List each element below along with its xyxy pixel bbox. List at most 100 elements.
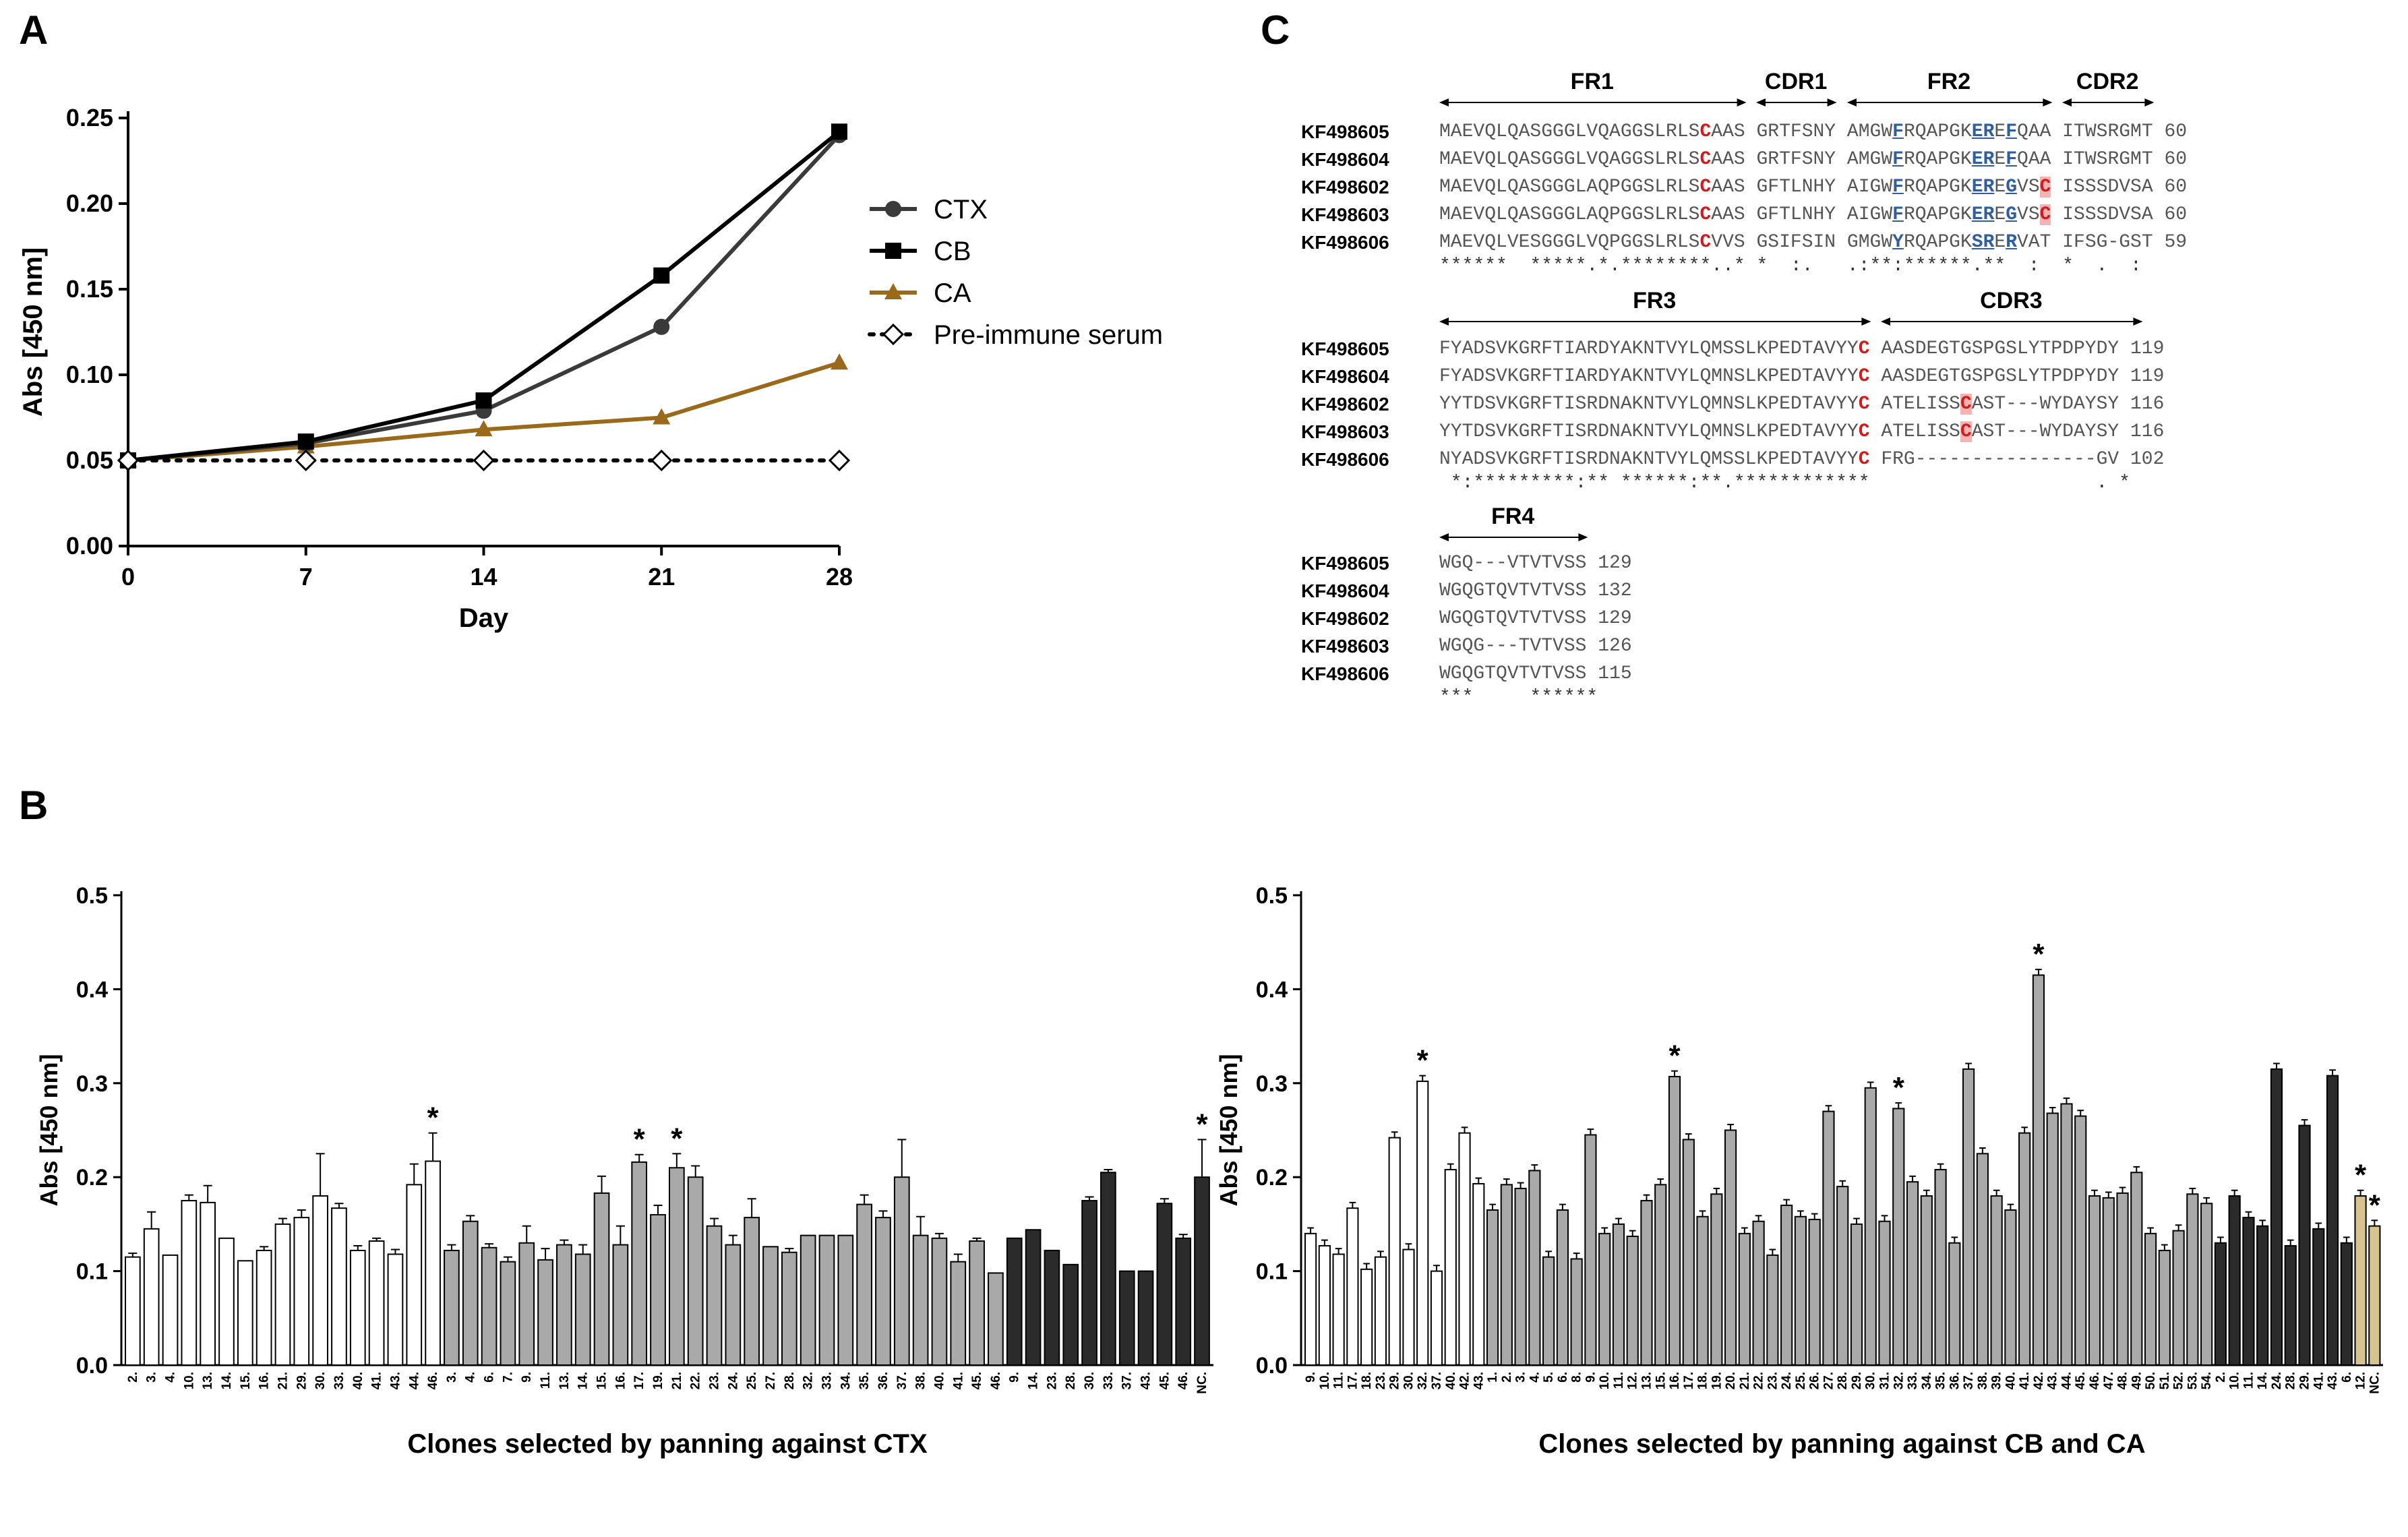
arrow-head <box>1737 98 1747 107</box>
significance-star: * <box>1668 1039 1681 1073</box>
bar <box>1374 1256 1387 1366</box>
bar-group: 40. <box>1444 1163 1458 1389</box>
x-tick-label: 45. <box>2074 1372 2088 1389</box>
bar-group: 38. <box>1976 1147 1990 1389</box>
bar-group: 14. <box>218 1237 235 1389</box>
arrow-head <box>1439 318 1449 326</box>
bar-group: 28. <box>1836 1180 1850 1389</box>
bar <box>2200 1203 2213 1366</box>
bar-group: 30. <box>1864 1081 1878 1389</box>
x-tick-label: 12. <box>1626 1372 1640 1389</box>
bar-group: 45. <box>969 1237 985 1389</box>
bar <box>125 1256 141 1366</box>
bar-group: 23. <box>1766 1248 1780 1389</box>
bar <box>1794 1215 1807 1366</box>
bar <box>1934 1169 1947 1366</box>
bar <box>1612 1223 1625 1366</box>
bar <box>1696 1215 1709 1366</box>
bar <box>1062 1263 1079 1366</box>
region-arrow <box>1881 318 2143 326</box>
sequence-id: KF498606 <box>1301 663 1389 684</box>
bar-group: 11. <box>1612 1217 1626 1389</box>
bar-group: 43. <box>2046 1107 2060 1389</box>
x-tick-label: 46. <box>989 1372 1003 1389</box>
bar-group: 24. <box>2270 1062 2284 1389</box>
bar-group: 21. <box>274 1217 291 1389</box>
bar-group: 33. <box>1100 1169 1116 1389</box>
bar <box>1808 1218 1821 1366</box>
bar <box>2046 1112 2059 1366</box>
y-tick-label: 0.3 <box>76 1071 108 1097</box>
x-tick-label: 31. <box>1878 1372 1892 1389</box>
bar-chart-ctx: 0.0 0.1 0.2 0.3 0.4 0.5 Abs [450 nm] Clones sel… <box>35 883 1213 1459</box>
bar-group: 5. <box>1542 1250 1556 1383</box>
bar-group: 54. <box>2200 1197 2214 1389</box>
legend-item: CB <box>870 237 971 266</box>
bar <box>2130 1172 2143 1366</box>
significance-star: * <box>671 1122 683 1155</box>
x-tick-label: 49. <box>2130 1372 2144 1389</box>
bar <box>1584 1134 1597 1366</box>
bar <box>1864 1087 1877 1366</box>
panel-label-a: A <box>19 7 49 53</box>
bar-group: 41. <box>950 1253 967 1389</box>
bar <box>2340 1242 2353 1366</box>
y-tick-label: 0.10 <box>66 361 113 388</box>
x-tick-label: 33. <box>332 1372 347 1389</box>
y-tick-label: 0.4 <box>1256 977 1288 1002</box>
x-tick-label: 30. <box>1402 1372 1416 1389</box>
bar <box>1878 1220 1891 1366</box>
bar-group: 35. <box>1934 1163 1948 1389</box>
region-arrow <box>1846 98 2053 107</box>
conservation-line: *** ****** <box>1439 687 1598 708</box>
region-arrow <box>1439 318 1871 326</box>
bar-group: 52. <box>2172 1224 2186 1389</box>
bar <box>1486 1209 1499 1366</box>
x-tick-label: 41. <box>951 1372 965 1389</box>
arrow-head <box>1439 533 1449 541</box>
bar <box>574 1253 591 1366</box>
bar <box>1118 1270 1135 1366</box>
bar-group: 17. <box>1346 1201 1360 1389</box>
bar <box>1724 1129 1737 1366</box>
x-tick-label: 23. <box>1374 1372 1388 1389</box>
bar-group: * 17. <box>631 1123 648 1389</box>
bar-group: 26. <box>1808 1213 1822 1389</box>
sequence-row: YYTDSVKGRFTISRDNAKNTVYLQMNSLKPEDTAVYYC A… <box>1439 421 2165 442</box>
bar <box>2256 1225 2269 1366</box>
x-tick-label: 35. <box>857 1372 872 1389</box>
x-tick-label: 43. <box>1139 1372 1153 1389</box>
sequence-alignment: FR1 CDR1 FR2 CDR2 KF498605 MAEVQLQASGGGLVQAGG… <box>1301 61 2380 735</box>
bar-group: 3. <box>143 1211 160 1383</box>
x-tick-label: 16. <box>1668 1372 1682 1389</box>
sequence-row: WGQGTQVTVTVSS 115 <box>1439 663 1632 684</box>
x-tick-label: 47. <box>2102 1372 2116 1389</box>
x-tick-label: 32. <box>1892 1372 1906 1389</box>
bar-group: 16. <box>612 1225 629 1389</box>
bar-group: 11. <box>1332 1248 1346 1389</box>
bar <box>1402 1248 1415 1366</box>
bar <box>331 1207 347 1366</box>
x-tick-label: 17. <box>1682 1372 1696 1389</box>
bar <box>969 1240 985 1366</box>
region-arrow <box>1756 98 1837 107</box>
y-tick-label: 0.15 <box>66 275 113 303</box>
sequence-id: KF498604 <box>1301 580 1389 601</box>
bar <box>856 1203 872 1366</box>
x-tick-label: 24. <box>2270 1372 2284 1389</box>
bar <box>2102 1197 2115 1366</box>
y-tick-label: 0.1 <box>1256 1259 1288 1285</box>
bar <box>2144 1232 2157 1366</box>
bar <box>1654 1184 1667 1366</box>
region-arrow <box>1439 533 1588 541</box>
bar <box>500 1261 516 1366</box>
bar <box>1006 1237 1023 1366</box>
region-label: FR2 <box>1927 69 1971 94</box>
bar <box>1682 1139 1695 1366</box>
x-tick-label: 37. <box>1120 1372 1135 1389</box>
x-tick-label: 29. <box>1388 1372 1402 1389</box>
data-point <box>295 449 317 472</box>
sequence-row: YYTDSVKGRFTISRDNAKNTVYLQMNSLKPEDTAVYYC A… <box>1439 394 2165 415</box>
arrow-head <box>1578 533 1588 541</box>
x-tick-label: 7. <box>501 1372 515 1383</box>
